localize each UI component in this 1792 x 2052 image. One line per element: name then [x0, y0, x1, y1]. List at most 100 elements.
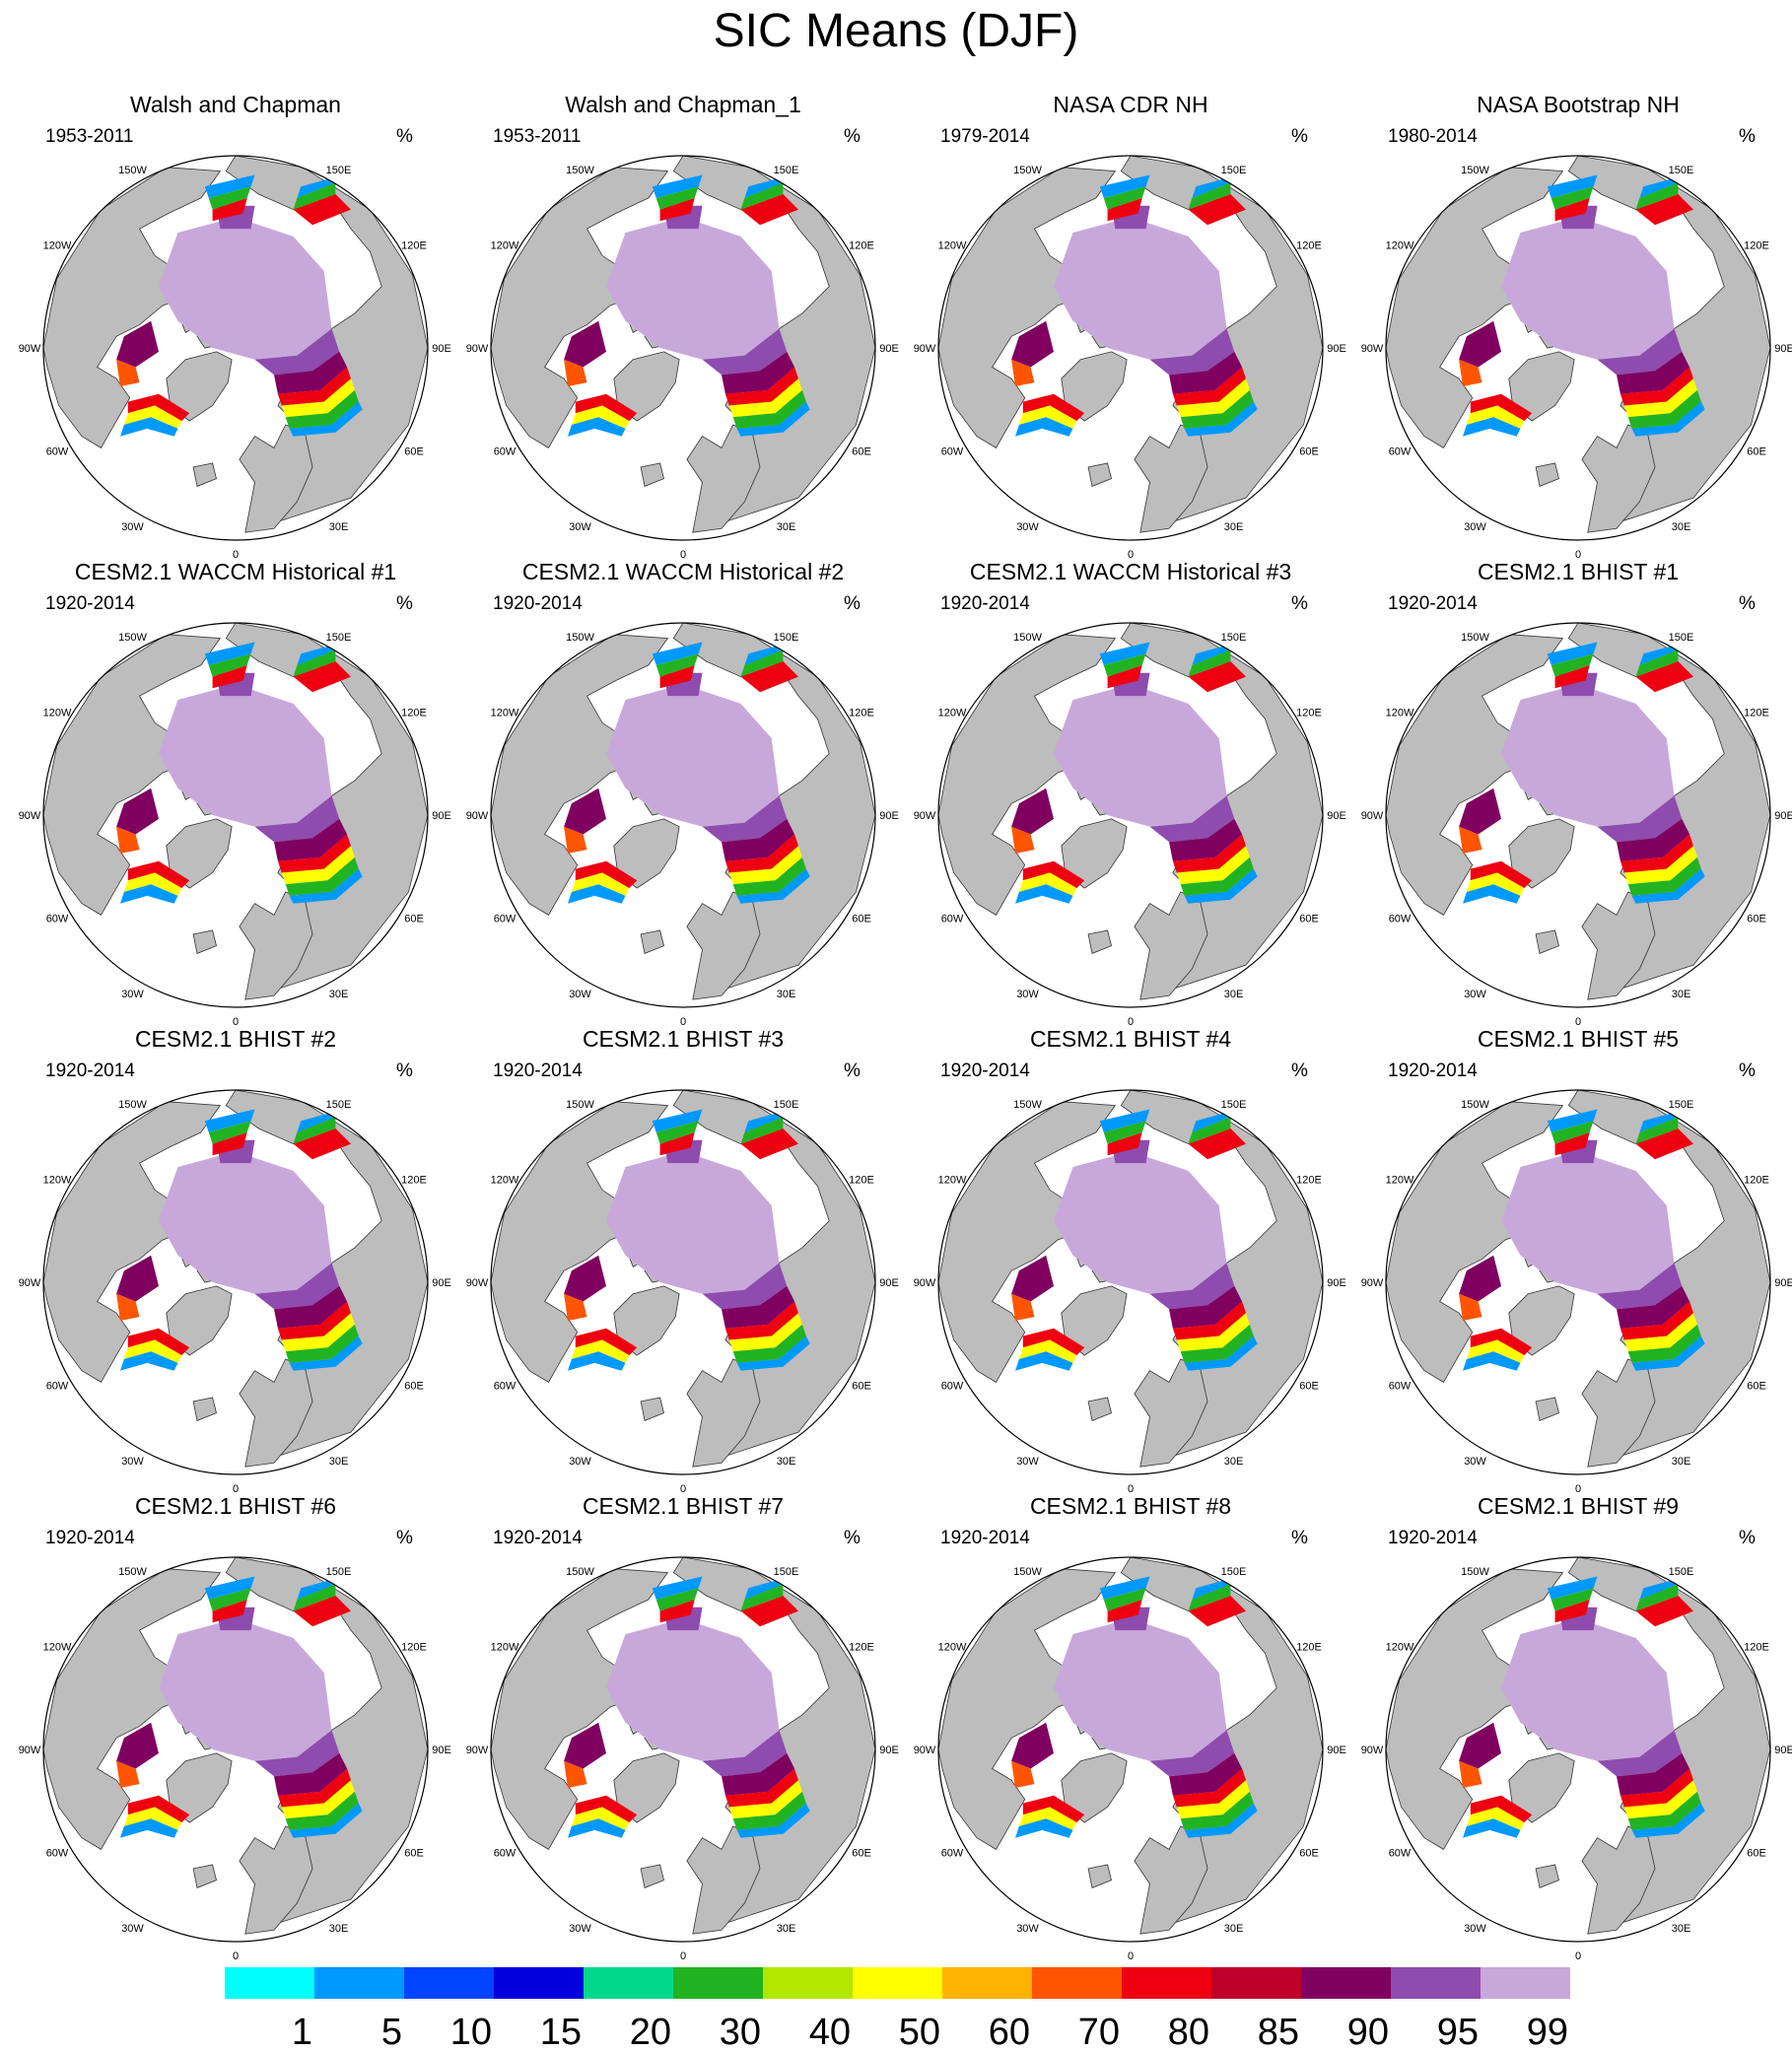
panel-units: %	[1739, 1528, 1756, 1548]
lon-label: 90E	[1327, 1744, 1346, 1756]
colorbar-label: 5	[381, 2012, 402, 2052]
sea-ice-band	[208, 653, 251, 677]
lon-label: 0	[1575, 549, 1581, 558]
lon-label: 180	[674, 1080, 692, 1083]
land-america	[491, 634, 669, 916]
land-america	[1386, 1101, 1564, 1383]
lon-label: 30E	[1224, 989, 1244, 1000]
lon-label: 180	[1122, 1080, 1139, 1083]
sea-ice-band	[1172, 834, 1246, 873]
sea-ice-band	[1623, 846, 1697, 885]
lon-label: 90W	[19, 343, 41, 355]
lon-label: 120W	[1386, 1642, 1414, 1654]
sea-ice-band	[123, 1807, 182, 1830]
sea-ice-band	[564, 1255, 606, 1302]
lon-label: 90W	[914, 1744, 936, 1756]
lon-label: 120W	[491, 240, 519, 252]
sea-ice-band	[564, 359, 587, 386]
sea-ice-band	[1176, 378, 1250, 418]
sea-ice-band	[606, 684, 780, 827]
lon-label: 90W	[19, 1277, 41, 1289]
sea-ice-band	[1620, 1301, 1693, 1340]
sea-ice-band	[1172, 1301, 1246, 1340]
panel-period: 1953-2011	[493, 126, 582, 147]
sea-ice-band	[120, 417, 178, 437]
sea-ice-band	[254, 795, 340, 843]
map-panel: CESM2.1 WACCM Historical #11920-2014%180…	[12, 558, 459, 1025]
sea-ice-band	[732, 856, 806, 896]
sea-ice-band	[285, 389, 359, 429]
panel-period: 1980-2014	[1388, 126, 1478, 147]
sea-ice-band	[254, 1730, 340, 1777]
lon-label: 90E	[432, 343, 451, 355]
sea-ice-band	[1011, 1760, 1035, 1788]
lon-label: 30E	[777, 1456, 796, 1468]
lon-label: 0	[233, 549, 239, 558]
land-iceland	[192, 1397, 217, 1421]
land-greenland	[166, 1285, 233, 1356]
sea-ice-band	[1103, 653, 1146, 677]
land-europe	[686, 891, 761, 1000]
lon-label: 120E	[1744, 708, 1769, 719]
sea-ice-band	[1180, 1791, 1254, 1830]
lon-label: 150W	[118, 1566, 147, 1578]
sea-ice-band	[289, 1803, 363, 1838]
lon-label: 30E	[1672, 521, 1691, 533]
sea-ice-band	[1011, 359, 1035, 386]
sea-ice-band	[1554, 664, 1590, 689]
land-greenland	[613, 818, 680, 889]
sea-ice-band	[1107, 1131, 1142, 1156]
map-border	[490, 1089, 876, 1475]
sea-ice-band	[116, 320, 159, 368]
land-america	[938, 1568, 1117, 1850]
sea-ice-band	[1176, 1313, 1250, 1352]
lon-label: 150W	[566, 632, 594, 644]
lon-label: 30W	[569, 1456, 591, 1468]
colorbar-label: 20	[630, 2012, 671, 2052]
land-iceland	[192, 929, 217, 954]
panel-title: CESM2.1 WACCM Historical #2	[521, 559, 845, 584]
colorbar-label: 15	[540, 2012, 582, 2052]
land-europe	[239, 891, 313, 1000]
lon-label: 90E	[1774, 343, 1792, 355]
polar-map: 180 150E 120E 90E 60E 30E 0 30W 60W 90W 120W 150W	[914, 146, 1346, 558]
lon-label: 60W	[941, 1381, 964, 1393]
lon-label: 30E	[1224, 521, 1244, 533]
sea-ice-band	[1635, 1117, 1679, 1144]
sea-ice-band	[1620, 367, 1693, 406]
lon-label: 180	[1569, 1080, 1587, 1083]
colorbar-label: 60	[989, 2012, 1030, 2052]
sea-ice-band	[1018, 1807, 1077, 1830]
panel-title: CESM2.1 WACCM Historical #3	[969, 559, 1292, 584]
lon-label: 150W	[1461, 1566, 1489, 1578]
sea-ice-band	[564, 826, 587, 854]
sea-ice-band	[722, 1752, 795, 1796]
lon-label: 0	[680, 1483, 686, 1492]
land-europe	[686, 424, 761, 533]
lon-label: 150W	[1013, 1099, 1042, 1111]
lon-label: 120W	[938, 708, 967, 719]
sea-ice-band	[1617, 1752, 1690, 1796]
panel-title: CESM2.1 BHIST #7	[582, 1493, 785, 1519]
lon-label: 120E	[849, 240, 874, 252]
panel-title: CESM2.1 BHIST #6	[134, 1493, 337, 1519]
map-border	[1385, 622, 1771, 1008]
lon-label: 180	[227, 1547, 244, 1550]
panel-units: %	[1739, 1060, 1756, 1081]
colorbar-swatch	[673, 1967, 763, 1999]
sea-ice-band	[1459, 1255, 1501, 1302]
lon-label: 120E	[849, 708, 874, 719]
sea-ice-band	[1627, 389, 1701, 429]
lon-label: 30W	[569, 989, 591, 1000]
lon-label: 60E	[852, 914, 871, 925]
sea-ice-band	[652, 1109, 703, 1132]
lon-label: 30W	[1016, 521, 1039, 533]
sea-ice-band	[724, 1301, 798, 1340]
lon-label: 30E	[1224, 1923, 1244, 1935]
sea-ice-band	[281, 378, 355, 418]
lon-label: 30E	[1672, 1923, 1691, 1935]
lon-label: 120W	[1386, 1175, 1414, 1187]
colorbar-label: 1	[292, 2012, 312, 2052]
land-america	[938, 634, 1117, 916]
sea-ice-band	[1547, 642, 1598, 665]
